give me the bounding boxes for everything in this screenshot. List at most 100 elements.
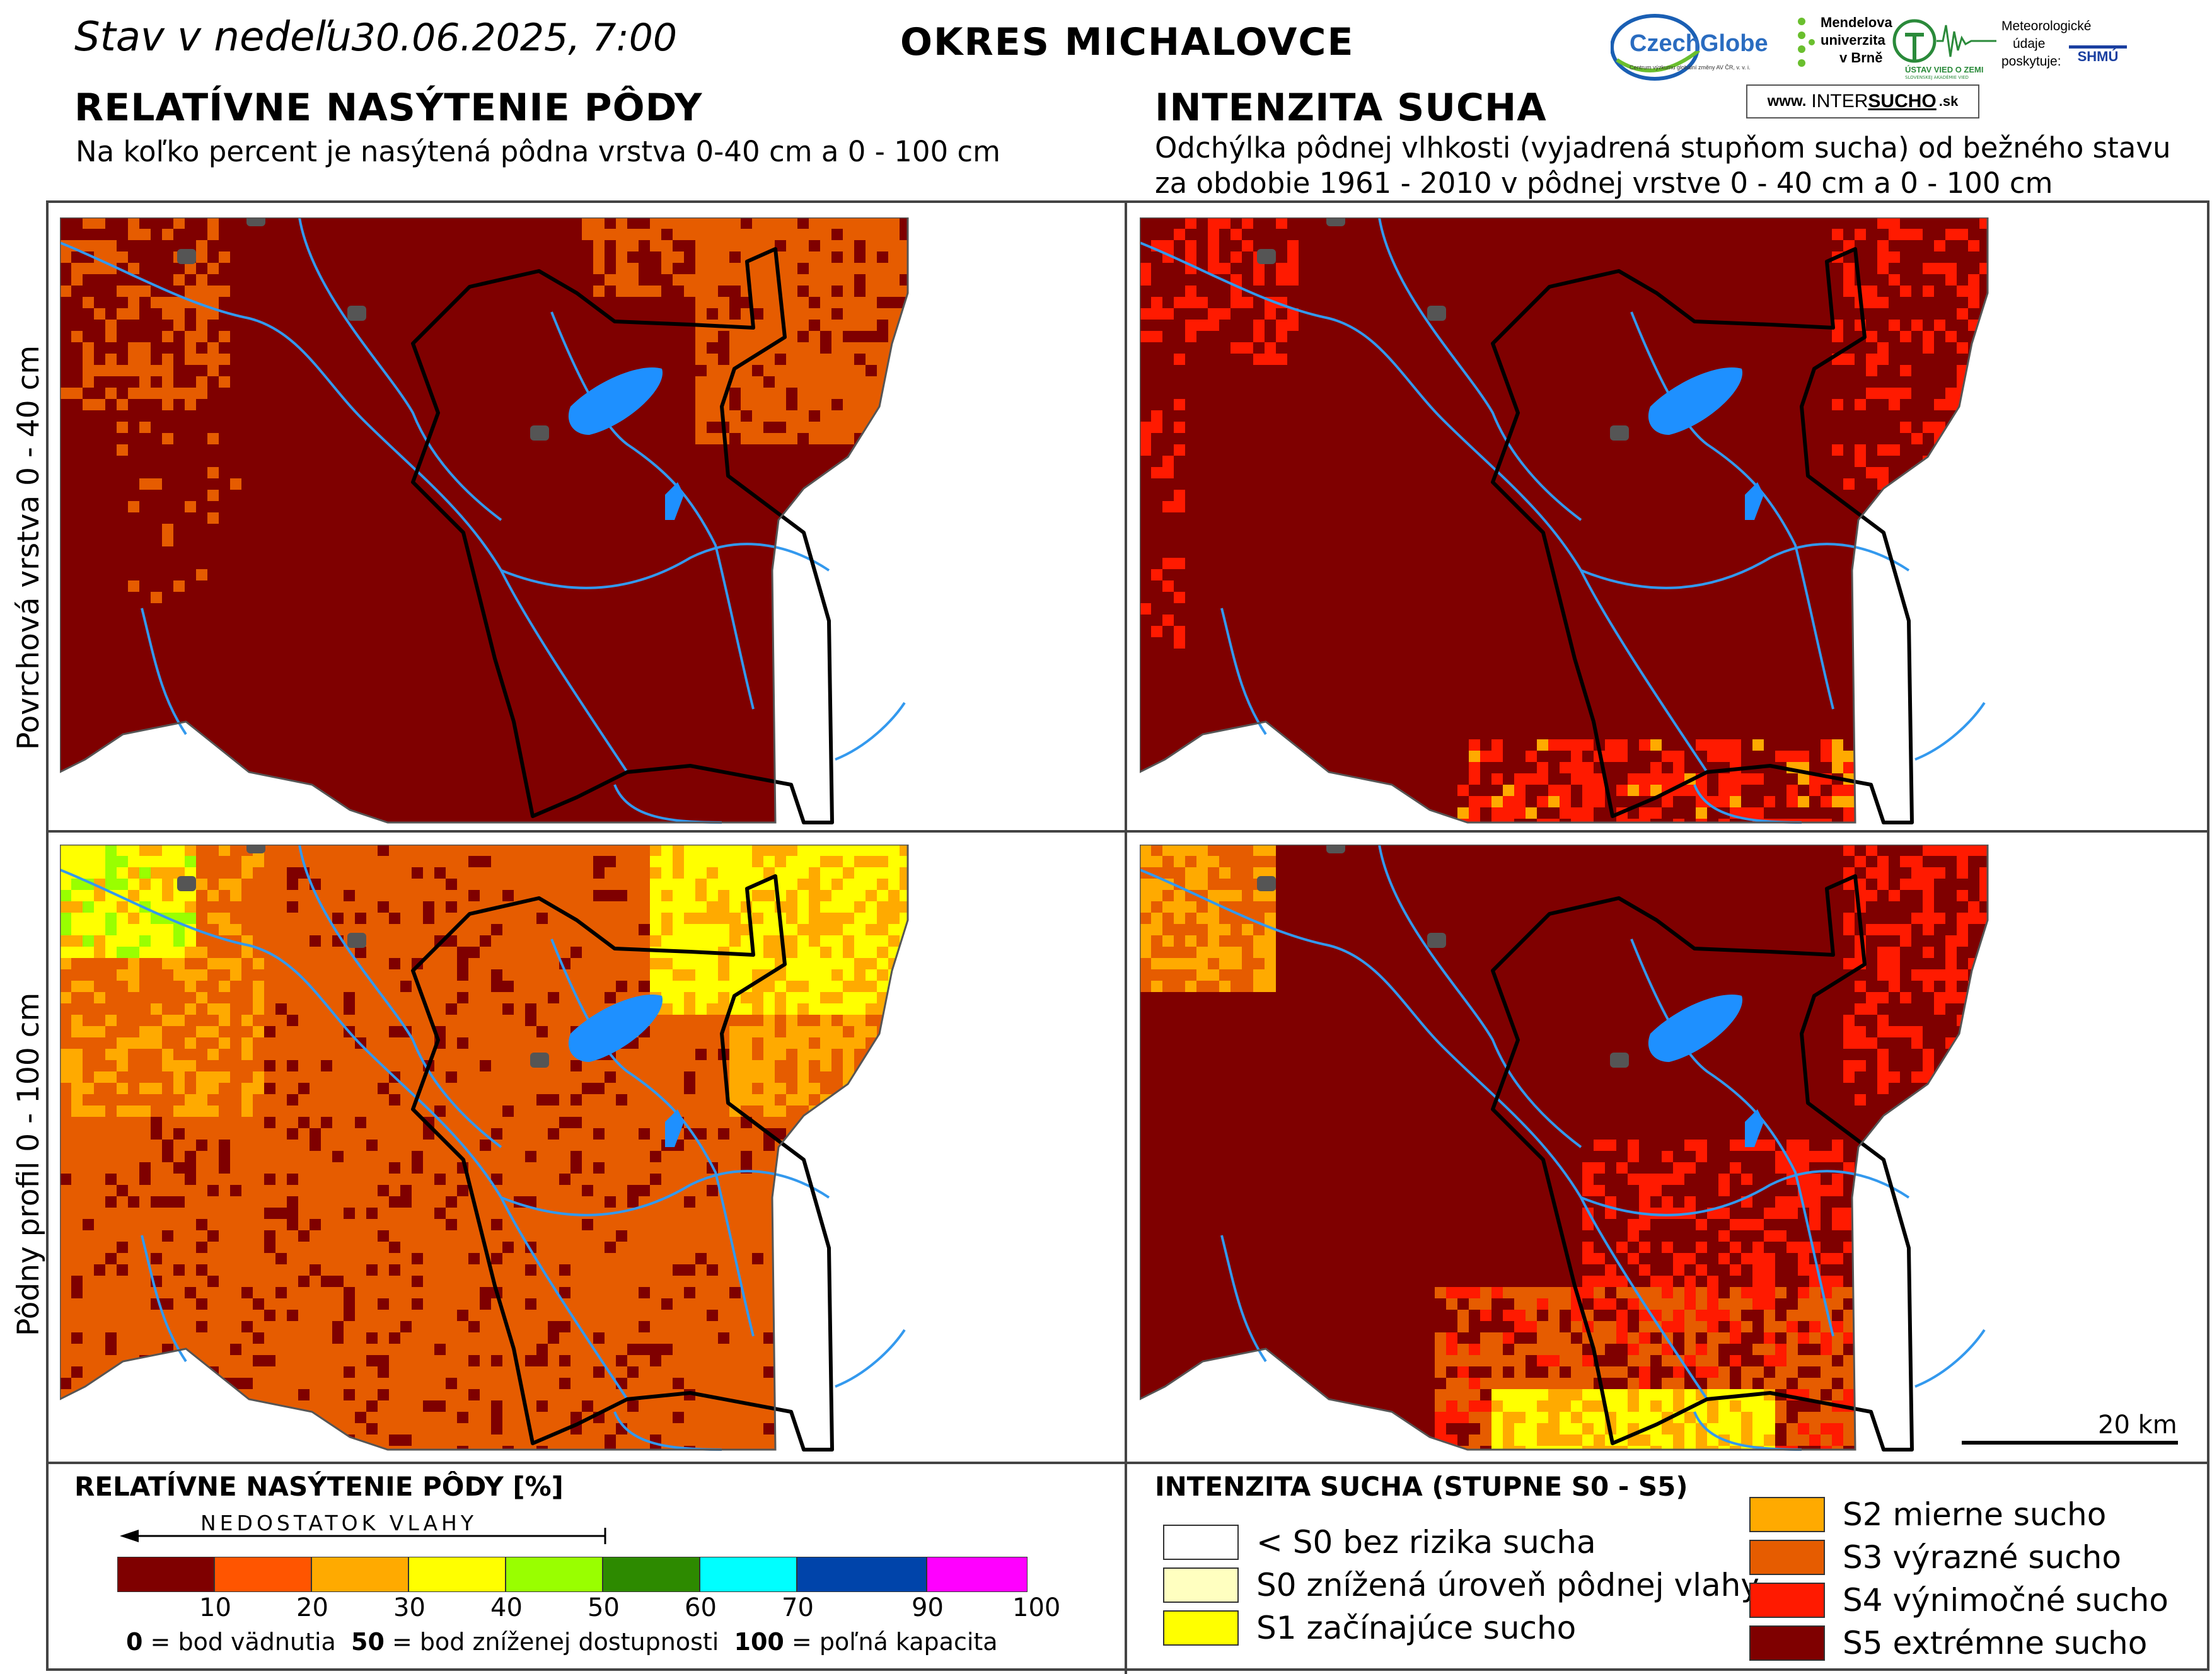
left-section-title: RELATÍVNE NASÝTENIE PÔDY [74,86,703,130]
mendelu-line2: univerzita [1821,32,1885,48]
map-saturation-topsoil [60,217,911,826]
map-drought-profile [1140,845,1991,1453]
saturation-tick-label: 10 [199,1593,231,1622]
drought-legend-title: INTENZITA SUCHA (STUPNE S0 - S5) [1155,1471,1688,1502]
scale-bar [1962,1441,2178,1445]
met-line1: Meteorologické [2001,19,2092,33]
district-border [1491,247,1914,824]
saturation-legend-title: RELATÍVNE NASÝTENIE PÔDY [%] [74,1471,564,1502]
legend-swatch [1163,1567,1239,1603]
uvz-logo: ÚSTAV VIED O ZEMI SLOVENSKEJ AKADÉMIE VI… [1892,16,2000,80]
date-value: 30.06.2025, 7:00 [351,16,678,60]
saturation-color-bar [117,1557,1028,1592]
scale-bar-label: 20 km [2098,1411,2177,1440]
note-100-key: 100 [734,1628,784,1656]
saturation-color-cell [506,1557,603,1592]
raster-layer [1140,217,1991,826]
czechglobe-subtitle: Centrum výzkumu globální změny AV ČR, v.… [1630,64,1751,71]
legend-swatch [1163,1610,1239,1646]
legend-label: < S0 bez rizika sucha [1256,1524,1596,1561]
legend-frame [46,1462,2209,1671]
drought-legend-column-1: < S0 bez rizika sucha S0 znížená úroveň p… [1163,1524,1759,1646]
legend-swatch [1749,1497,1825,1532]
legend-label: S2 mierne sucho [1843,1496,2107,1533]
legend-label: S1 začínajúce sucho [1256,1610,1577,1646]
drought-legend-item: S4 výnimočné sucho [1749,1582,2169,1619]
legend-label: S5 extrémne sucho [1843,1625,2148,1661]
saturation-color-cell [311,1557,408,1592]
drought-legend-item: < S0 bez rizika sucha [1163,1524,1759,1561]
czechglobe-name: CzechGlobe [1630,30,1768,57]
saturation-tick-label: 20 [296,1593,328,1622]
intersucho-b: SUCHO [1868,91,1937,112]
date-prefix: Stav v nedeľu [74,14,352,61]
right-section-subtitle-2: za obdobie 1961 - 2010 v pôdnej vrstve 0… [1155,166,2053,200]
saturation-tick-label: 70 [782,1593,814,1622]
frame-divider-horizontal [46,830,2209,833]
raster-layer [60,217,911,823]
drought-legend-item: S1 začínajúce sucho [1163,1610,1759,1646]
right-section-subtitle-1: Odchýlka pôdnej vlhkosti (vyjadrená stup… [1155,131,2171,165]
reservoir-shape [1648,367,1743,435]
met-line3: poskytuje: [2001,54,2061,69]
czechglobe-logo: CzechGlobe Centrum výzkumu globální změn… [1610,13,1793,85]
saturation-color-cell [214,1557,311,1592]
saturation-note: 0 = bod vädnutia 50 = bod zníženej dostu… [126,1628,998,1656]
saturation-color-cell [603,1557,700,1592]
intersucho-suffix: .sk [1938,93,1959,109]
saturation-tick-label: 40 [490,1593,523,1622]
right-section-title: INTENZITA SUCHA [1155,86,1547,130]
intersucho-logo: www. INTER SUCHO .sk [1746,84,1979,118]
note-0-key: 0 [126,1628,143,1656]
saturation-tick-label: 100 [1012,1593,1061,1622]
reservoir-shape [1648,995,1743,1062]
met-line2: údaje [2013,37,2046,51]
note-0-text: = bod vädnutia [142,1628,336,1656]
reservoir-shape [568,367,663,435]
reservoir-shape [568,995,663,1062]
met-provider-text: Meteorologické údaje poskytuje: [2001,18,2091,71]
saturation-color-cell [797,1557,927,1592]
saturation-color-cell [700,1557,797,1592]
note-50-text: = bod zníženej dostupnosti [384,1628,719,1656]
mendelu-line1: Mendelova [1821,14,1892,30]
district-title: OKRES MICHALOVCE [900,20,1355,64]
drought-legend-item: S3 výrazné sucho [1749,1539,2169,1576]
left-section-subtitle: Na koľko percent je nasýtená pôdna vrstv… [76,135,1000,168]
map-saturation-profile [60,845,911,1453]
drought-legend-item: S0 znížená úroveň pôdnej vlahy [1163,1567,1759,1603]
date-heading: Stav v nedeľu30.06.2025, 7:00 [74,14,677,61]
map-svg-4 [1140,845,1991,1453]
note-100-text: = poľná kapacita [784,1628,998,1656]
map-drought-topsoil [1140,217,1991,826]
map-svg-3 [60,845,911,1453]
intersucho-prefix: www. [1767,93,1807,110]
saturation-color-cell [117,1557,214,1592]
saturation-tick-label: 90 [912,1593,944,1622]
saturation-tick-label: 50 [588,1593,620,1622]
moisture-deficit-label: NEDOSTATOK VLAHY [200,1511,478,1535]
drought-legend-item: S5 extrémne sucho [1749,1625,2169,1661]
district-border [1491,874,1914,1452]
saturation-color-cell [408,1557,506,1592]
map-svg-1 [60,217,911,826]
drought-legend-column-2: S2 mierne sucho S3 výrazné sucho S4 výnimo… [1749,1496,2169,1661]
frame-divider-vertical [1125,200,1127,1674]
legend-swatch [1749,1625,1825,1661]
legend-label: S3 výrazné sucho [1843,1539,2121,1576]
legend-label: S4 výnimočné sucho [1843,1582,2169,1619]
saturation-tick-label: 30 [393,1593,426,1622]
legend-swatch [1749,1583,1825,1618]
shmu-name: SHMÚ [2077,49,2119,64]
district-border [411,247,834,824]
row-label-bottom: Pôdny profil 0 - 100 cm [11,992,46,1336]
mendelu-logo: Mendelova univerzita v Brně [1795,14,1892,83]
note-50-key: 50 [351,1628,385,1656]
legend-swatch [1163,1525,1239,1560]
district-border [411,874,834,1452]
uvz-subtitle: SLOVENSKEJ AKADÉMIE VIED [1905,75,1969,80]
map-svg-2 [1140,217,1991,826]
legend-label: S0 znížená úroveň pôdnej vlahy [1256,1567,1759,1603]
drought-legend-item: S2 mierne sucho [1749,1496,2169,1533]
shmu-logo: SHMÚ [2069,45,2127,75]
